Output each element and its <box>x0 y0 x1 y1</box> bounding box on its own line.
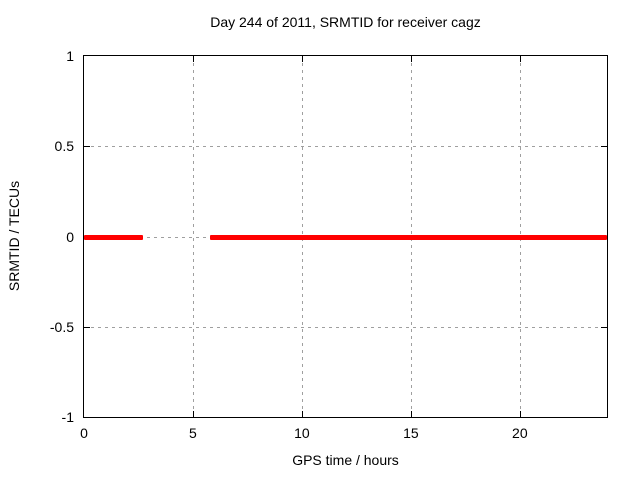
gridline-horizontal <box>84 146 607 147</box>
y-tick-label: 1 <box>66 48 74 64</box>
tick-mark-y-left <box>84 327 90 328</box>
gridline-horizontal <box>84 327 607 328</box>
tick-mark-y-left <box>84 146 90 147</box>
tick-mark-x-bottom <box>193 411 194 417</box>
x-axis-label: GPS time / hours <box>292 452 399 468</box>
tick-mark-y-right <box>601 146 607 147</box>
tick-mark-x-top <box>193 56 194 62</box>
tick-mark-x-top <box>520 56 521 62</box>
gridline-vertical <box>193 56 194 417</box>
data-segment <box>210 235 607 240</box>
x-tick-label: 5 <box>189 425 197 441</box>
x-tick-label: 10 <box>294 425 310 441</box>
chart-title: Day 244 of 2011, SRMTID for receiver cag… <box>210 14 481 30</box>
tick-mark-x-top <box>302 56 303 62</box>
x-tick-label: 15 <box>403 425 419 441</box>
tick-mark-x-bottom <box>520 411 521 417</box>
tick-mark-x-bottom <box>411 411 412 417</box>
y-tick-label: -1 <box>61 409 74 425</box>
x-tick-label: 20 <box>512 425 528 441</box>
data-segment <box>84 235 143 240</box>
y-tick-label: 0.5 <box>54 138 74 155</box>
y-tick-label: -0.5 <box>49 318 74 335</box>
x-tick-label: 0 <box>80 425 88 441</box>
tick-mark-y-right <box>601 327 607 328</box>
tick-mark-x-top <box>411 56 412 62</box>
plot-area <box>83 55 608 418</box>
y-tick-label: 0 <box>66 228 74 245</box>
tick-mark-x-bottom <box>302 411 303 417</box>
